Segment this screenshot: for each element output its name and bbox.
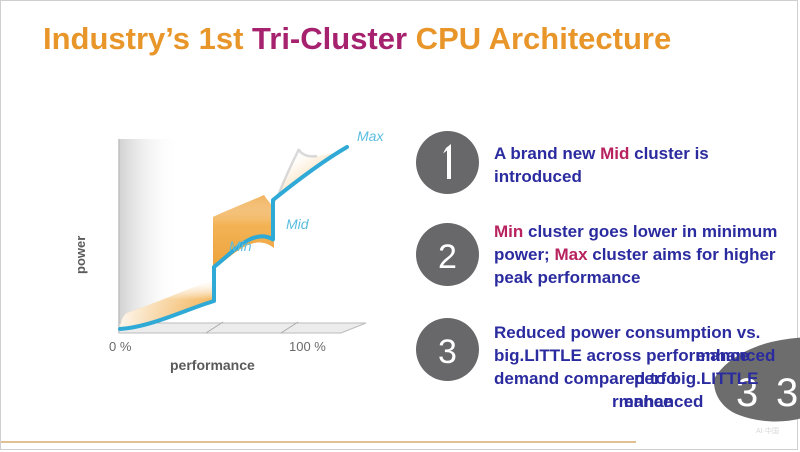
svg-text:2: 2 xyxy=(438,238,457,276)
svg-text:AI·中国: AI·中国 xyxy=(756,426,779,435)
svg-text:Mid: Mid xyxy=(286,216,310,232)
svg-text:Max: Max xyxy=(357,128,384,144)
svg-text:3: 3 xyxy=(438,333,457,371)
svg-text:Min: Min xyxy=(229,238,252,254)
svg-text:power: power xyxy=(73,236,88,274)
